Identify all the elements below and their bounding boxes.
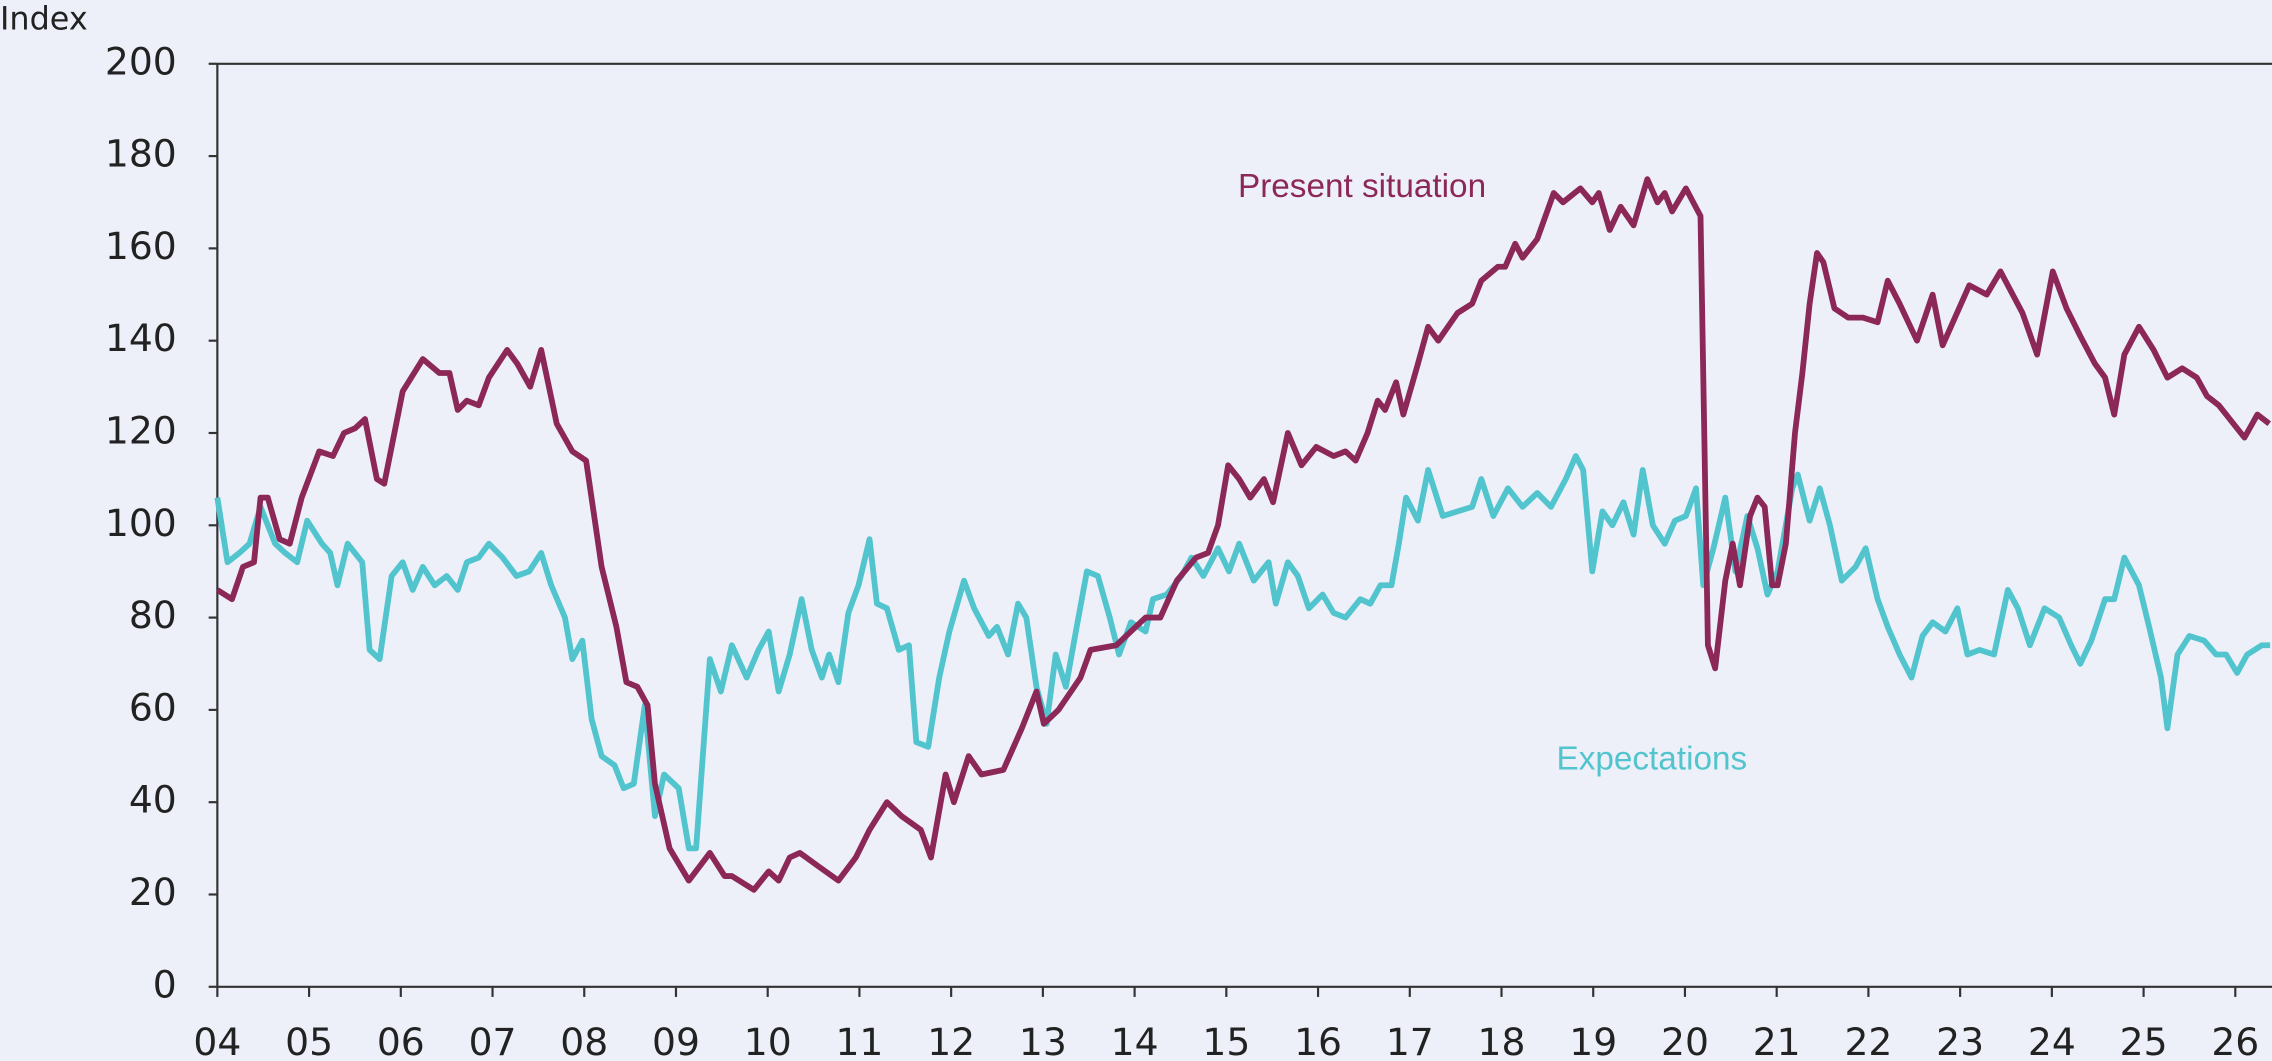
x-tick-label: 22 — [1844, 1020, 1892, 1061]
y-tick-label: 140 — [105, 316, 177, 360]
line-series — [214, 453, 2271, 852]
x-tick-label: 18 — [1478, 1020, 1526, 1061]
y-tick-label: 20 — [129, 870, 177, 914]
y-tick-label: 60 — [129, 685, 177, 729]
y-tick-label: 100 — [105, 501, 177, 545]
x-tick-label: 09 — [652, 1020, 700, 1061]
y-tick-label: 40 — [129, 778, 177, 822]
y-tick-label: 200 — [105, 39, 177, 83]
x-tick-label: 07 — [469, 1020, 517, 1061]
x-tick-label: 08 — [560, 1020, 608, 1061]
y-tick-label: 0 — [153, 962, 177, 1006]
x-tick-label: 06 — [377, 1020, 425, 1061]
series-annotation: Expectations — [1556, 741, 1747, 778]
x-tick-label: 16 — [1294, 1020, 1342, 1061]
y-tick-label: 160 — [105, 224, 177, 268]
y-tick-label: 120 — [105, 408, 177, 452]
y-tick-label: 180 — [105, 132, 177, 176]
x-tick-label: 24 — [2028, 1020, 2076, 1061]
x-tick-label: 25 — [2120, 1020, 2168, 1061]
y-tick-label: 80 — [129, 593, 177, 637]
x-tick-label: 05 — [285, 1020, 333, 1061]
x-tick-label: 26 — [2211, 1020, 2259, 1061]
x-tick-label: 13 — [1019, 1020, 1067, 1061]
x-tick-label: 21 — [1753, 1020, 1801, 1061]
x-tick-label: 12 — [927, 1020, 975, 1061]
x-tick-label: 14 — [1111, 1020, 1159, 1061]
x-tick-label: 15 — [1202, 1020, 1250, 1061]
x-tick-label: 17 — [1386, 1020, 1434, 1061]
x-tick-label: 10 — [744, 1020, 792, 1061]
x-tick-label: 20 — [1661, 1020, 1709, 1061]
x-tick-label: 04 — [193, 1020, 241, 1061]
x-tick-label: 23 — [1936, 1020, 1984, 1061]
x-tick-label: 19 — [1569, 1020, 1617, 1061]
series-annotation: Present situation — [1238, 168, 1486, 205]
line-series — [215, 176, 2272, 893]
x-tick-label: 11 — [835, 1020, 883, 1061]
y-axis-label: Index — [0, 0, 88, 37]
